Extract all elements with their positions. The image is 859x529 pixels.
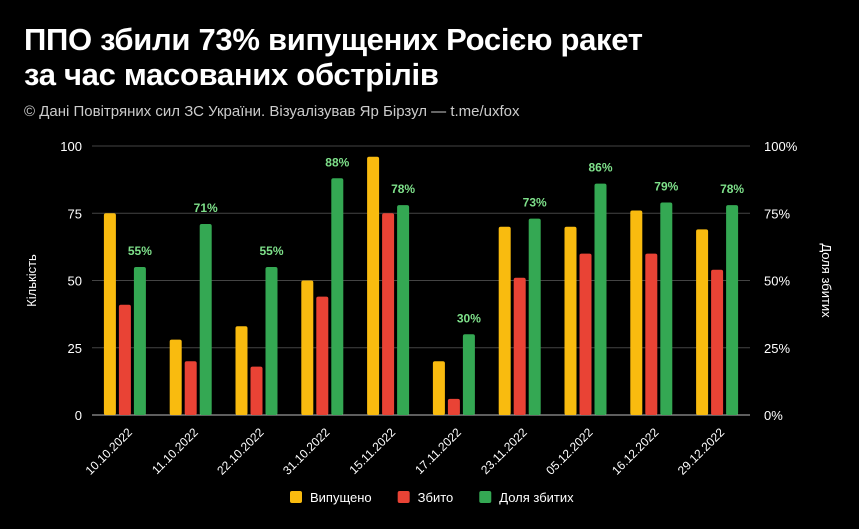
y2-tick-label: 75% xyxy=(764,206,790,221)
bar-launched xyxy=(432,361,445,415)
bar-shot-down xyxy=(711,269,724,415)
legend-swatch xyxy=(479,491,492,503)
bar-shot-down xyxy=(382,213,395,415)
bar-share xyxy=(726,205,739,415)
bar-shot-down xyxy=(513,277,526,415)
bar-shot-down xyxy=(447,398,460,415)
chart-title: ППО збили 73% випущених Росією ракет за ч… xyxy=(24,22,643,92)
bar-launched xyxy=(630,210,643,415)
y2-tick-label: 25% xyxy=(764,341,790,356)
bar-launched xyxy=(498,226,511,415)
x-tick-label: 22.10.2022 xyxy=(214,425,267,478)
data-label: 30% xyxy=(457,311,481,325)
legend-swatch xyxy=(397,491,410,503)
bar-shot-down xyxy=(250,366,263,415)
data-label: 86% xyxy=(588,161,612,175)
bar-share xyxy=(397,205,410,415)
data-label: 55% xyxy=(259,244,283,258)
bar-shot-down xyxy=(645,253,658,415)
y-tick-label: 25 xyxy=(68,341,82,356)
x-tick-label: 11.10.2022 xyxy=(149,425,201,477)
y2-tick-label: 100% xyxy=(764,139,798,154)
bar-launched xyxy=(103,213,116,415)
bar-shot-down xyxy=(316,296,329,415)
data-label: 78% xyxy=(720,182,744,196)
data-label: 88% xyxy=(325,155,349,169)
y-tick-label: 100 xyxy=(60,139,82,154)
bar-share xyxy=(199,224,212,415)
x-tick-label: 31.10.2022 xyxy=(280,425,333,478)
x-tick-label: 10.10.2022 xyxy=(83,425,136,478)
x-tick-label: 05.12.2022 xyxy=(543,425,596,478)
data-label: 71% xyxy=(194,201,218,215)
legend-label: Збито xyxy=(418,490,454,505)
y-axis-label: Кількість xyxy=(24,254,39,307)
x-tick-label: 23.11.2022 xyxy=(478,425,530,477)
y2-axis-label: Доля збитих xyxy=(819,243,834,318)
bar-launched xyxy=(696,229,709,415)
x-tick-label: 17.11.2022 xyxy=(412,425,464,477)
bar-launched xyxy=(367,156,380,415)
data-label: 78% xyxy=(391,182,415,196)
bar-launched xyxy=(564,226,577,415)
chart-subtitle: © Дані Повітряних сил ЗС України. Візуал… xyxy=(24,103,520,120)
bar-share xyxy=(265,267,278,415)
legend-label: Випущено xyxy=(310,490,372,505)
bar-launched xyxy=(169,339,182,415)
bar-shot-down xyxy=(184,361,197,415)
bar-share xyxy=(594,183,607,415)
bar-share xyxy=(462,334,475,415)
bar-share xyxy=(528,218,541,415)
x-tick-label: 16.12.2022 xyxy=(609,425,662,478)
x-tick-label: 29.12.2022 xyxy=(675,425,728,478)
y2-tick-label: 50% xyxy=(764,274,790,289)
y2-tick-label: 0% xyxy=(764,408,783,423)
y-tick-label: 75 xyxy=(68,206,82,221)
bar-launched xyxy=(235,326,248,415)
x-tick-label: 15.11.2022 xyxy=(346,425,398,477)
y-tick-label: 0 xyxy=(75,408,82,423)
legend-label: Доля збитих xyxy=(499,490,574,505)
data-label: 79% xyxy=(654,179,678,193)
bar-shot-down xyxy=(579,253,592,415)
y-tick-label: 50 xyxy=(68,274,82,289)
bar-share xyxy=(660,202,673,415)
bar-launched xyxy=(301,280,314,415)
bar-shot-down xyxy=(118,304,131,415)
bar-share xyxy=(331,178,344,415)
legend-swatch xyxy=(290,491,302,503)
data-label: 55% xyxy=(128,244,152,258)
bar-share xyxy=(133,267,146,415)
data-label: 73% xyxy=(523,196,547,210)
